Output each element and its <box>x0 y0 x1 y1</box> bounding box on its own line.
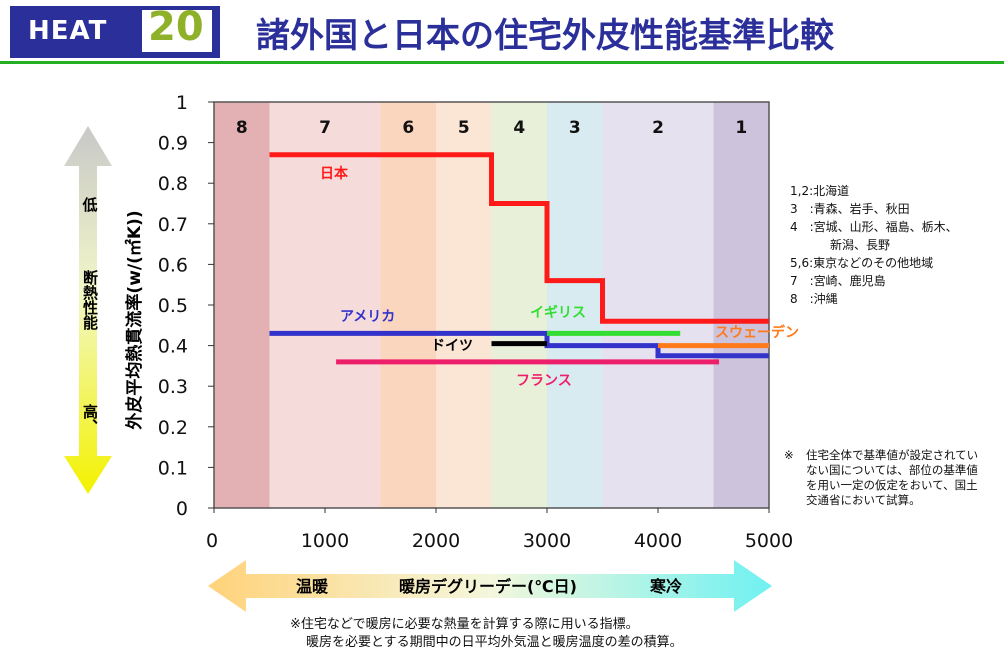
degree-day-arrow <box>208 560 772 612</box>
region-legend-item: 8 :沖縄 <box>790 292 838 306</box>
region-label: 2 <box>652 118 664 138</box>
y-tick-label: 0.5 <box>158 295 188 317</box>
y-tick-label: 0.3 <box>158 376 188 398</box>
region-label: 6 <box>402 118 414 138</box>
header-divider <box>0 61 1004 64</box>
y-tick-label: 0.7 <box>158 214 188 236</box>
heat-number: 20 <box>148 4 204 50</box>
note-text: 住宅全体で基準値が設定されていない国については、部位の基準値を用い一定の仮定をお… <box>806 448 979 507</box>
series-label: イギリス <box>530 304 586 321</box>
footnote: ※住宅などで暖房に必要な熱量を計算する際に用いる指標。 暖房を必要とする期間中の… <box>290 616 683 652</box>
degree-day-label-left: 温暖 <box>295 577 329 596</box>
region-label: 1 <box>735 118 747 138</box>
series-label: 日本 <box>320 165 349 182</box>
y-tick-label: 0.1 <box>158 457 188 479</box>
region-legend-item: 5,6:東京などのその他地域 <box>790 256 934 270</box>
x-tick-label: 4000 <box>634 530 682 552</box>
y-tick-label: 0 <box>176 498 188 520</box>
page-title: 諸外国と日本の住宅外皮性能基準比較 <box>256 16 834 56</box>
region-band <box>602 102 714 508</box>
y-tick-label: 0.8 <box>158 173 188 195</box>
x-tick-label: 0 <box>206 530 218 552</box>
degree-day-label-right: 寒冷 <box>649 577 682 596</box>
note-mark: ※ <box>784 448 794 462</box>
region-band <box>491 102 547 508</box>
y-tick-label: 0.4 <box>158 336 188 358</box>
region-legend-item: 4 :宮城、山形、福島、栃木、 <box>790 220 958 234</box>
calculation-note: ※ 住宅全体で基準値が設定されていない国については、部位の基準値を用い一定の仮定… <box>784 448 989 508</box>
region-legend-item: 新潟、長野 <box>830 238 891 252</box>
heat-label: HEAT <box>28 16 108 46</box>
region-band <box>547 102 603 508</box>
footnote-line-2: 暖房を必要とする期間中の日平均外気温と暖房温度の差の積算。 <box>306 635 683 650</box>
region-label: 4 <box>513 118 525 138</box>
region-legend-item: 7 :宮崎、鹿児島 <box>790 274 886 288</box>
y-tick-label: 1 <box>176 92 188 114</box>
region-label: 3 <box>569 118 581 138</box>
series-label: スウェーデン <box>715 324 799 341</box>
insulation-arrow <box>64 126 112 494</box>
x-tick-label: 5000 <box>745 530 793 552</box>
footnote-line-1: ※住宅などで暖房に必要な熱量を計算する際に用いる指標。 <box>290 617 639 632</box>
y-tick-label: 0.2 <box>158 417 188 439</box>
y-tick-label: 0.6 <box>158 254 188 276</box>
insulation-arrow-label-bottom: 高、 <box>81 403 99 434</box>
region-legend: 1,2:北海道 3 :青森、岩手、秋田 4 :宮城、山形、福島、栃木、 新潟、長… <box>790 182 958 308</box>
region-band <box>269 102 381 508</box>
region-label: 7 <box>319 118 331 138</box>
y-axis-label: 外皮平均熱貫流率(w/(㎡K)) <box>124 210 145 429</box>
series-label: アメリカ <box>340 309 395 325</box>
x-tick-label: 2000 <box>412 530 460 552</box>
region-band <box>214 102 270 508</box>
region-legend-item: 1,2:北海道 <box>790 184 850 198</box>
series-label: フランス <box>516 373 572 389</box>
region-band <box>436 102 492 508</box>
insulation-arrow-label-top: 低 <box>81 196 97 214</box>
region-band <box>713 102 769 508</box>
heat-number-box <box>142 10 212 52</box>
region-band <box>380 102 436 508</box>
y-tick-label: 0.9 <box>158 133 188 155</box>
region-legend-item: 3 :青森、岩手、秋田 <box>790 202 910 216</box>
series-line-0 <box>269 152 769 324</box>
x-tick-label: 1000 <box>301 530 349 552</box>
insulation-arrow-label-middle: 断熱性能 <box>81 269 99 331</box>
x-tick-label: 3000 <box>523 530 571 552</box>
series-label: ドイツ <box>431 338 473 354</box>
series-line-1 <box>269 330 769 359</box>
region-label: 8 <box>236 118 248 138</box>
region-label: 5 <box>458 118 470 138</box>
degree-day-label-center: 暖房デグリーデー(℃日) <box>399 577 577 596</box>
